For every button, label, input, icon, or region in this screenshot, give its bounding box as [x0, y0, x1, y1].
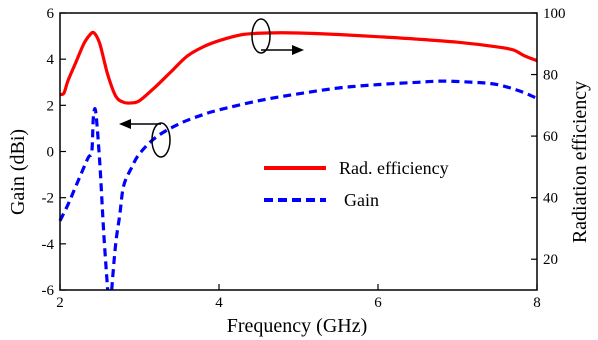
right-tick-label: 100	[543, 6, 566, 22]
efficiency-series-line	[59, 30, 538, 105]
x-axis-ticks: 2 4 6 8	[56, 284, 541, 311]
left-tick-label: 2	[47, 98, 55, 114]
right-axis-ticks: 100 80 60 40 20	[531, 6, 566, 268]
left-tick-label: -6	[42, 283, 55, 299]
left-tick-label: 4	[47, 52, 55, 68]
gain-series-line-b	[110, 79, 538, 291]
left-axis-ticks: 6 4 2 0 -2 -4 -6	[42, 6, 66, 299]
legend-label-gain: Gain	[344, 190, 379, 210]
plot-frame	[59, 12, 538, 291]
x-axis-title: Frequency (GHz)	[227, 315, 368, 337]
annotation-right-arrow	[251, 18, 304, 55]
left-tick-label: 0	[47, 145, 55, 161]
legend-label-efficiency: Rad. efficiency	[339, 158, 449, 178]
right-tick-label: 40	[543, 191, 558, 207]
right-tick-label: 60	[543, 129, 558, 145]
x-tick-label: 8	[533, 295, 541, 311]
gain-series-line	[58, 107, 110, 291]
right-tick-label: 80	[543, 68, 558, 84]
x-tick-label: 2	[56, 295, 64, 311]
annotation-left-arrow	[119, 119, 171, 158]
x-tick-label: 6	[374, 295, 382, 311]
series-layer	[58, 30, 538, 291]
left-tick-label: -4	[42, 237, 55, 253]
right-axis-title: Radiation efficiency	[569, 81, 591, 243]
left-tick-label: 6	[47, 6, 55, 22]
left-axis-title: Gain (dBi)	[7, 129, 29, 215]
x-tick-label: 4	[215, 295, 223, 311]
left-tick-label: -2	[42, 191, 55, 207]
right-tick-label: 20	[543, 252, 558, 268]
legend: Rad. efficiency Gain	[264, 158, 449, 210]
